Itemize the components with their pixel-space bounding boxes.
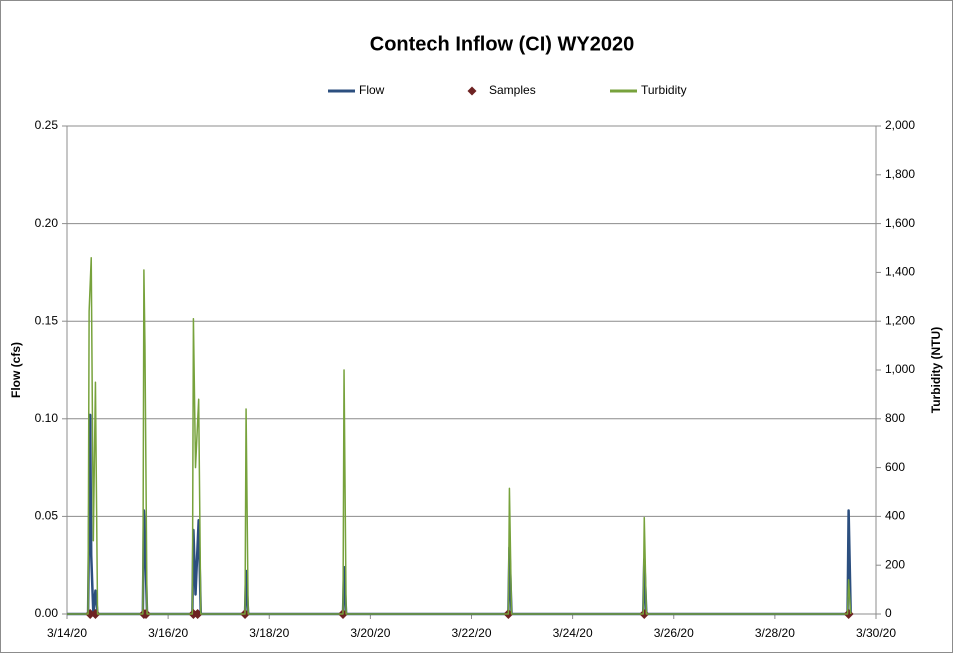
y2-tick-label: 800 [885,411,905,425]
y2-axis-label: Turbidity (NTU) [929,327,943,413]
y-tick-label: 0.05 [35,509,59,523]
x-tick-label: 3/18/20 [249,626,289,640]
y-tick-label: 0.20 [35,216,59,230]
legend-label: Flow [359,83,385,97]
y2-tick-label: 0 [885,606,892,620]
x-tick-label: 3/26/20 [654,626,694,640]
x-tick-label: 3/16/20 [148,626,188,640]
x-tick-label: 3/24/20 [553,626,593,640]
x-tick-label: 3/30/20 [856,626,896,640]
y2-tick-label: 1,600 [885,216,915,230]
y2-tick-label: 1,800 [885,167,915,181]
y-tick-label: 0.10 [35,411,59,425]
legend-label: Turbidity [641,83,687,97]
x-tick-label: 3/22/20 [451,626,491,640]
y2-tick-label: 1,200 [885,313,915,327]
y2-tick-label: 200 [885,557,905,571]
x-tick-label: 3/28/20 [755,626,795,640]
y-tick-label: 0.00 [35,606,59,620]
x-tick-label: 3/20/20 [350,626,390,640]
y2-tick-label: 1,400 [885,265,915,279]
y2-tick-label: 2,000 [885,118,915,132]
x-tick-label: 3/14/20 [47,626,87,640]
y2-tick-label: 400 [885,509,905,523]
y-tick-label: 0.25 [35,118,59,132]
y2-tick-label: 600 [885,460,905,474]
y2-tick-label: 1,000 [885,362,915,376]
y-axis-label: Flow (cfs) [9,342,23,398]
legend-label: Samples [489,83,536,97]
y-tick-label: 0.15 [35,313,59,327]
chart-title: Contech Inflow (CI) WY2020 [370,33,634,55]
legend-marker [467,86,477,96]
series-line [67,257,852,615]
